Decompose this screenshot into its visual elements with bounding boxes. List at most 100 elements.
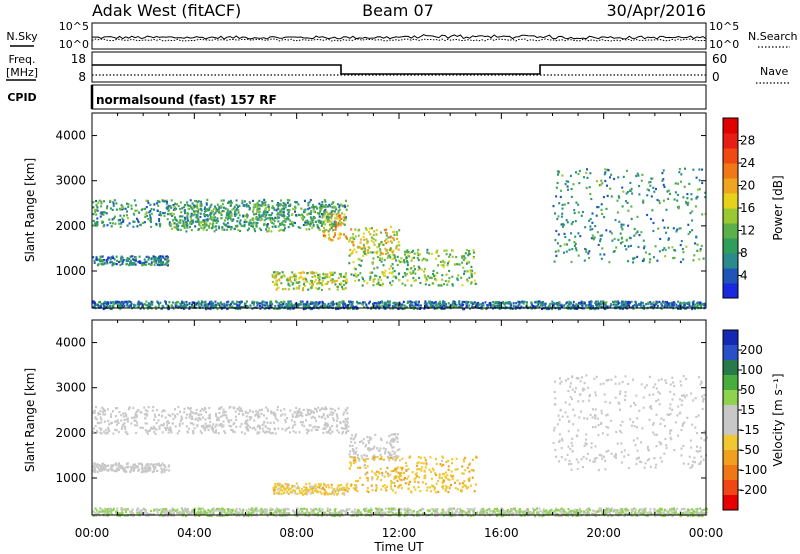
velocity-cell xyxy=(445,476,448,479)
power-cell xyxy=(119,208,122,211)
power-cell xyxy=(139,224,142,227)
power-cell xyxy=(122,220,125,223)
power-cell xyxy=(205,202,208,205)
velocity-cell xyxy=(143,406,146,409)
power-cell xyxy=(226,210,229,213)
power-cell xyxy=(575,305,578,309)
velocity-cell xyxy=(359,440,361,444)
power-cell xyxy=(494,302,497,305)
power-cell xyxy=(328,276,331,279)
velocity-cell xyxy=(285,427,288,430)
power-cell xyxy=(326,218,329,221)
power-cell xyxy=(203,304,206,307)
power-cell xyxy=(387,236,390,239)
power-cell xyxy=(685,302,688,305)
power-cell xyxy=(278,305,281,308)
power-cell xyxy=(444,279,447,283)
power-cell xyxy=(557,171,560,174)
power-cell xyxy=(334,220,337,223)
power-cell xyxy=(332,209,335,213)
power-cell xyxy=(590,237,593,240)
power-cell xyxy=(462,258,465,262)
velocity-cell xyxy=(442,484,445,488)
power-cell xyxy=(127,205,130,208)
velocity-cell xyxy=(120,467,123,470)
velocity-cell xyxy=(458,482,461,485)
velocity-cell xyxy=(281,428,284,431)
velocity-cell xyxy=(167,431,170,434)
power-cell xyxy=(215,303,217,306)
power-cell xyxy=(322,221,325,224)
power-cell xyxy=(560,223,563,226)
power-cell xyxy=(197,212,200,215)
power-cell xyxy=(447,262,449,265)
power-cell xyxy=(412,271,414,274)
velocity-cell xyxy=(404,461,407,465)
power-cell xyxy=(312,204,315,207)
velocity-cell xyxy=(179,410,181,413)
power-cell xyxy=(283,224,286,227)
power-cell xyxy=(396,263,399,267)
power-cell xyxy=(326,273,329,276)
power-cell xyxy=(192,221,194,224)
power-cell xyxy=(696,243,699,246)
power-cell xyxy=(625,248,628,251)
velocity-cell xyxy=(134,419,137,422)
power-cell xyxy=(677,307,679,310)
power-cell xyxy=(695,197,698,200)
velocity-cell xyxy=(400,475,403,478)
velocity-cell xyxy=(373,472,376,475)
power-cell xyxy=(656,304,659,307)
power-cell xyxy=(563,203,566,206)
velocity-cell xyxy=(147,464,149,467)
velocity-cell xyxy=(194,418,197,421)
velocity-cell xyxy=(192,412,195,415)
power-cell xyxy=(583,176,585,179)
power-cell xyxy=(398,259,401,262)
power-cell xyxy=(389,225,392,229)
power-cell xyxy=(665,208,668,211)
power-cell xyxy=(577,172,580,176)
velocity-cell xyxy=(143,413,146,416)
velocity-cell xyxy=(108,429,111,432)
velocity-cell xyxy=(318,486,321,489)
power-cell xyxy=(495,306,498,309)
power-cell xyxy=(377,303,380,306)
power-cell xyxy=(691,219,694,222)
power-cell xyxy=(502,302,504,305)
velocity-cell xyxy=(108,423,111,426)
power-cell xyxy=(277,225,280,228)
power-cell xyxy=(319,207,322,210)
power-cell xyxy=(173,208,176,211)
velocity-cell xyxy=(361,456,364,459)
velocity-cell xyxy=(339,421,342,424)
power-cell xyxy=(646,213,649,217)
power-cell xyxy=(311,271,314,274)
velocity-cell xyxy=(317,485,319,489)
power-cell xyxy=(645,303,648,306)
power-cell xyxy=(577,254,580,257)
velocity-cell xyxy=(189,410,192,413)
power-cell xyxy=(667,246,670,249)
power-cell xyxy=(156,263,159,266)
power-cell xyxy=(411,306,414,309)
power-cell xyxy=(154,261,157,264)
velocity-cell xyxy=(209,413,211,416)
freq-label-line1: Freq. xyxy=(8,53,35,66)
power-cell xyxy=(274,274,277,277)
power-cell xyxy=(358,263,361,267)
velocity-cell xyxy=(305,413,308,417)
power-cell xyxy=(329,224,332,227)
power-cell xyxy=(502,300,505,304)
power-cell xyxy=(678,307,681,310)
velocity-cell xyxy=(294,411,297,414)
velocity-cell xyxy=(272,421,275,424)
velocity-cell xyxy=(127,466,129,469)
power-cell xyxy=(685,200,687,203)
power-cell xyxy=(186,216,189,219)
power-cell xyxy=(116,259,119,262)
velocity-cell xyxy=(313,487,316,490)
power-cell xyxy=(699,301,702,304)
power-cell xyxy=(329,304,332,308)
